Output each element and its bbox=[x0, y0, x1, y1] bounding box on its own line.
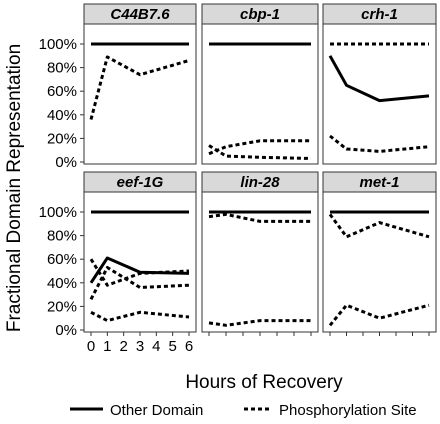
panel-eef-1g: eef-1G 0% 20% 40% 60% 80% 100% 0 1 2 3 4 5 6 bbox=[39, 171, 197, 355]
y-tick-label: 20% bbox=[47, 298, 77, 315]
panel-title: crh-1 bbox=[361, 6, 398, 23]
legend: Other Domain Phosphorylation Site bbox=[70, 402, 417, 419]
panel-c44b7-6: C44B7.6 0% 20% 40% 60% 80% 100% bbox=[39, 3, 197, 171]
phosphorylation-site-line bbox=[89, 55, 190, 120]
phosphorylation-site-line bbox=[89, 258, 190, 287]
y-tick-label: 60% bbox=[47, 83, 77, 100]
y-tick-label: 100% bbox=[39, 204, 77, 221]
phosphorylation-site-line bbox=[208, 212, 311, 223]
panel-grid: C44B7.60%20%40%60%80%100%cbp-1 crh-1eef-1… bbox=[39, 3, 437, 355]
y-tick-label: 40% bbox=[47, 107, 77, 124]
y-tick-label: 0% bbox=[55, 322, 77, 339]
panel-title: C44B7.6 bbox=[110, 6, 170, 23]
x-axis-title: Hours of Recovery bbox=[185, 372, 343, 393]
other-domain-line bbox=[328, 55, 430, 103]
phosphorylation-site-line bbox=[329, 134, 430, 153]
plot-area bbox=[201, 191, 319, 333]
phosphorylation-site-line bbox=[90, 310, 190, 323]
panel-title: lin-28 bbox=[240, 174, 280, 191]
y-tick-label: 80% bbox=[47, 60, 77, 77]
panel-crh-1: crh-1 bbox=[322, 3, 437, 165]
other-domain-line bbox=[89, 256, 190, 284]
phosphorylation-site-line bbox=[89, 266, 190, 300]
legend-label-other-domain: Other Domain bbox=[110, 402, 203, 419]
phosphorylation-site-line bbox=[328, 303, 430, 327]
plot-area bbox=[83, 23, 197, 165]
panel-lin-28: lin-28 bbox=[201, 171, 319, 336]
y-tick-label: 20% bbox=[47, 130, 77, 147]
panel-title: cbp-1 bbox=[240, 6, 280, 23]
x-tick-label: 0 bbox=[87, 338, 95, 355]
phosphorylation-site-line bbox=[208, 319, 311, 327]
y-axis-title: Fractional Domain Representation bbox=[4, 44, 25, 332]
x-tick-label: 2 bbox=[119, 338, 127, 355]
phosphorylation-site-line bbox=[328, 213, 430, 239]
x-tick-label: 3 bbox=[136, 338, 144, 355]
x-tick-label: 6 bbox=[185, 338, 193, 355]
phosphorylation-site-line bbox=[208, 139, 311, 156]
y-tick-label: 100% bbox=[39, 36, 77, 53]
legend-label-phosphorylation-site: Phosphorylation Site bbox=[279, 402, 417, 419]
plot-area bbox=[83, 191, 197, 333]
y-tick-label: 40% bbox=[47, 275, 77, 292]
panel-title: met-1 bbox=[359, 174, 399, 191]
panel-met-1: met-1 bbox=[322, 171, 437, 336]
y-tick-label: 80% bbox=[47, 228, 77, 245]
y-tick-label: 0% bbox=[55, 154, 77, 171]
plot-area bbox=[322, 23, 437, 165]
x-tick-label: 1 bbox=[103, 338, 111, 355]
x-tick-label: 4 bbox=[152, 338, 160, 355]
panel-title: eef-1G bbox=[117, 174, 164, 191]
x-tick-label: 5 bbox=[168, 338, 176, 355]
y-tick-label: 60% bbox=[47, 251, 77, 268]
panel-cbp-1: cbp-1 bbox=[201, 3, 319, 165]
